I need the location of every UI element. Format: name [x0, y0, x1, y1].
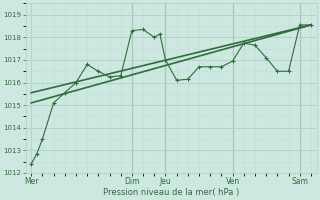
X-axis label: Pression niveau de la mer( hPa ): Pression niveau de la mer( hPa ): [103, 188, 239, 197]
